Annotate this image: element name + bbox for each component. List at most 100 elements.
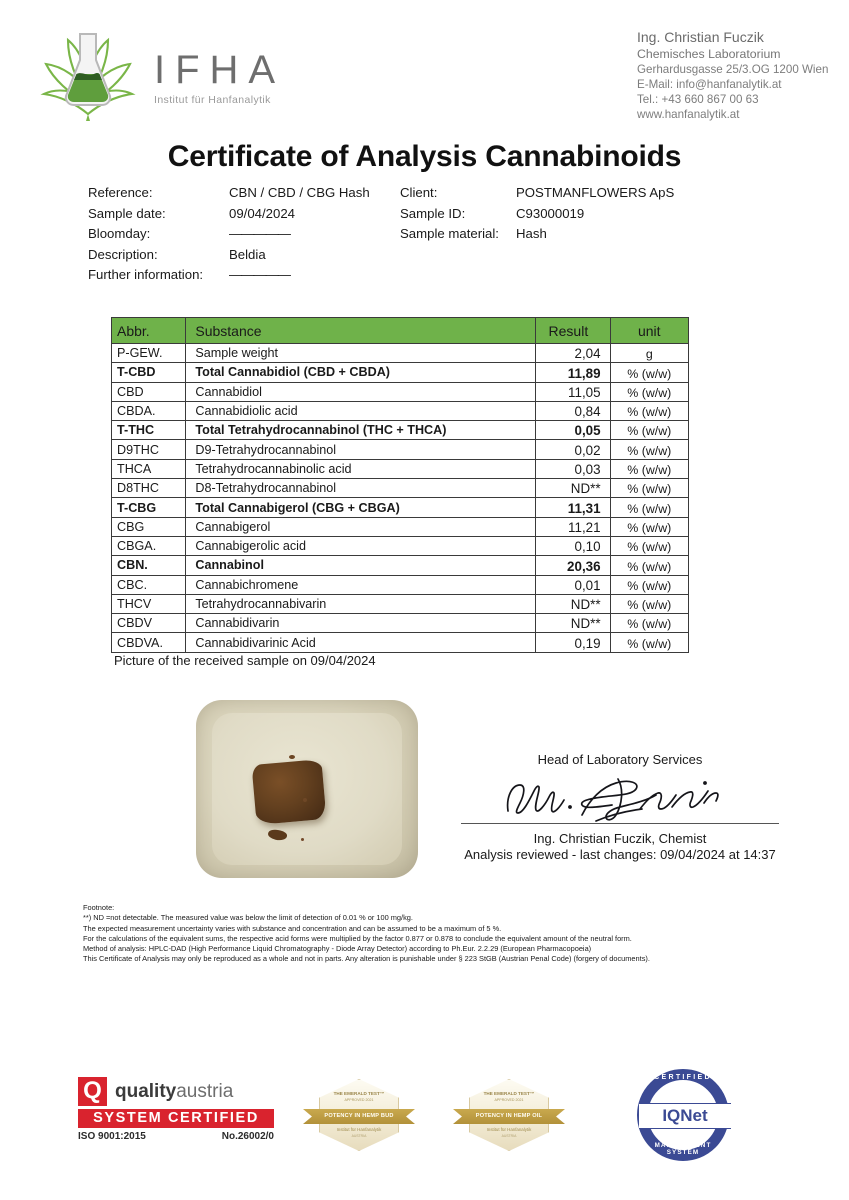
cell-abbr: CBD [110, 381, 187, 402]
qa-word-quality: quality [115, 1080, 177, 1102]
signature-title: Head of Laboratory Services [537, 752, 703, 767]
hash-sample-piece [251, 759, 327, 825]
cell-result: 11,05 [535, 381, 611, 402]
table-row: D9THC D9-Tetrahydrocannabinol 0,02% (w/w) [110, 439, 690, 460]
hash-crumb [303, 798, 307, 802]
cell-result: 0,84 [535, 400, 611, 422]
cell-abbr: CBDV [110, 613, 187, 634]
cell-unit: % (w/w) [609, 613, 690, 634]
meta-row: Sample date: 09/04/2024 Sample ID: C9300… [88, 204, 788, 225]
cell-unit: % (w/w) [609, 439, 690, 460]
cell-result: 20,36 [535, 555, 611, 576]
cell-unit: % (w/w) [609, 535, 690, 557]
meta-row: Description: Beldia [88, 245, 788, 266]
cell-substance: Cannabidiolic acid [185, 400, 537, 422]
cell-substance: D9-Tetrahydrocannabinol [185, 439, 537, 460]
signature-block: Head of Laboratory Services Ing. Christi… [455, 752, 785, 863]
emerald-bud-lab: Institut für Hanfanalytik [336, 1127, 382, 1132]
cell-substance: Total Tetrahydrocannabinol (THC + THCA) [185, 420, 537, 441]
hash-crumb [289, 755, 295, 759]
footnote-heading: Footnote: [83, 903, 115, 912]
cell-result: 11,89 [535, 362, 611, 383]
iqnet-certified-text: CERTIFIED [654, 1074, 712, 1081]
column-header-result: Result [535, 317, 611, 344]
column-header-substance: Substance [185, 317, 537, 344]
cell-result: 0,19 [535, 632, 611, 653]
quality-austria-certified-bar: SYSTEM CERTIFIED [78, 1109, 274, 1128]
emerald-bud-top-text: THE EMERALD TEST™ [333, 1091, 385, 1096]
cell-result: 0,01 [535, 574, 611, 595]
table-row: CBGA. Cannabigerolic acid 0,10% (w/w) [110, 535, 690, 557]
review-timestamp: Analysis reviewed - last changes: 09/04/… [464, 847, 776, 862]
cell-result: ND** [535, 593, 611, 615]
contact-name: Ing. Christian Fuczik [637, 29, 764, 45]
quality-austria-badge: Q qualityaustria SYSTEM CERTIFIED ISO 90… [78, 1077, 274, 1142]
cell-substance: Tetrahydrocannabinolic acid [185, 458, 537, 480]
iqnet-management-system-text: MANAGEMENT SYSTEM [654, 1142, 712, 1156]
cell-result: 0,05 [535, 420, 611, 441]
cell-abbr: P-GEW. [110, 342, 187, 364]
reference-label: Reference: [88, 185, 153, 200]
sample-metadata: Reference: CBN / CBD / CBG Hash Client: … [88, 183, 788, 286]
page-header: IFHA Institut für Hanfanalytik Ing. Chri… [0, 0, 849, 130]
column-header-abbr: Abbr. [110, 317, 187, 344]
cell-result: 0,03 [535, 458, 611, 480]
cell-abbr: T-CBD [110, 362, 187, 383]
cell-abbr: CBDA. [110, 400, 187, 422]
cell-unit: % (w/w) [609, 555, 690, 576]
cell-substance: Cannabidiol [185, 381, 537, 402]
table-row: CBDV Cannabidivarin ND**% (w/w) [110, 613, 690, 634]
table-row: T-CBD Total Cannabidiol (CBD + CBDA) 11,89… [110, 362, 690, 383]
cell-substance: Cannabigerolic acid [185, 535, 537, 557]
sample-date-value: 09/04/2024 [229, 205, 296, 221]
footnote-line-reproduction: This Certificate of Analysis may only be… [83, 954, 650, 964]
table-row: T-THC Total Tetrahydrocannabinol (THC + T… [110, 420, 690, 441]
cell-substance: D8-Tetrahydrocannabinol [185, 478, 537, 499]
table-row: CBG Cannabigerol 11,21% (w/w) [110, 516, 690, 537]
emerald-bud-ribbon-text: POTENCY IN HEMP BUD [324, 1113, 394, 1119]
sample-photo [196, 700, 418, 878]
sample-dish [196, 700, 418, 878]
reference-value: CBN / CBD / CBG Hash [229, 185, 370, 200]
table-row: CBD Cannabidiol 11,05% (w/w) [110, 381, 690, 402]
cell-result: ND** [535, 478, 611, 499]
table-row: CBC. Cannabichromene 0,01% (w/w) [110, 574, 690, 595]
meta-row: Bloomday: ————— Sample material: Hash [88, 224, 788, 245]
table-row: T-CBG Total Cannabigerol (CBG + CBGA) 11,3… [110, 497, 690, 518]
footnote-line-method: Method of analysis: HPLC-DAD (High Perfo… [83, 944, 592, 954]
cell-unit: % (w/w) [609, 381, 690, 402]
cell-result: 11,31 [535, 497, 611, 518]
emerald-oil-country: AUSTRIA [501, 1134, 517, 1138]
emerald-oil-ribbon-text: POTENCY IN HEMP OIL [475, 1113, 543, 1119]
contact-email: E-Mail: info@hanfanalytik.at [637, 78, 782, 92]
quality-austria-number: No.26002/0 [221, 1131, 274, 1142]
table-row: THCV Tetrahydrocannabivarin ND**% (w/w) [110, 593, 690, 615]
iqnet-logo-text: IQNet [662, 1106, 708, 1125]
emerald-oil-year: APPROVED 2021 [494, 1098, 524, 1102]
cell-abbr: CBG [110, 516, 187, 537]
sample-date-label: Sample date: [88, 205, 166, 221]
meta-row: Further information: ————— [88, 265, 788, 286]
table-row: CBN. Cannabinol 20,36% (w/w) [110, 555, 690, 576]
signature-image [455, 771, 785, 823]
cell-substance: Cannabinol [185, 555, 537, 576]
footnote-line-calculation: For the calculations of the equivalent s… [83, 933, 632, 943]
footnote-block: Footnote: **) ND =not detectable. The me… [83, 903, 789, 965]
description-value: Beldia [229, 246, 266, 262]
logo-wordmark: IFHA [154, 48, 286, 92]
footnote-line-nd: **) ND =not detectable. The measured val… [83, 913, 413, 923]
cell-abbr: D9THC [110, 439, 187, 460]
cell-unit: % (w/w) [609, 574, 690, 595]
cell-unit: % (w/w) [609, 593, 690, 615]
cell-unit: % (w/w) [609, 516, 690, 537]
bloomday-label: Bloomday: [88, 226, 151, 241]
cell-abbr: CBN. [110, 555, 187, 576]
emerald-oil-top-text: THE EMERALD TEST™ [483, 1091, 535, 1096]
cell-abbr: CBC. [110, 574, 187, 595]
emerald-test-hemp-bud-badge: THE EMERALD TEST™ APPROVED 2021 POTENCY … [303, 1079, 415, 1151]
ifha-logo: IFHA Institut für Hanfanalytik [36, 22, 326, 122]
contact-address: Gerhardusgasse 25/3.OG 1200 Wien [637, 63, 829, 76]
cell-unit: g [609, 342, 690, 364]
cell-substance: Total Cannabidiol (CBD + CBDA) [185, 362, 537, 383]
cell-abbr: THCV [110, 593, 187, 615]
